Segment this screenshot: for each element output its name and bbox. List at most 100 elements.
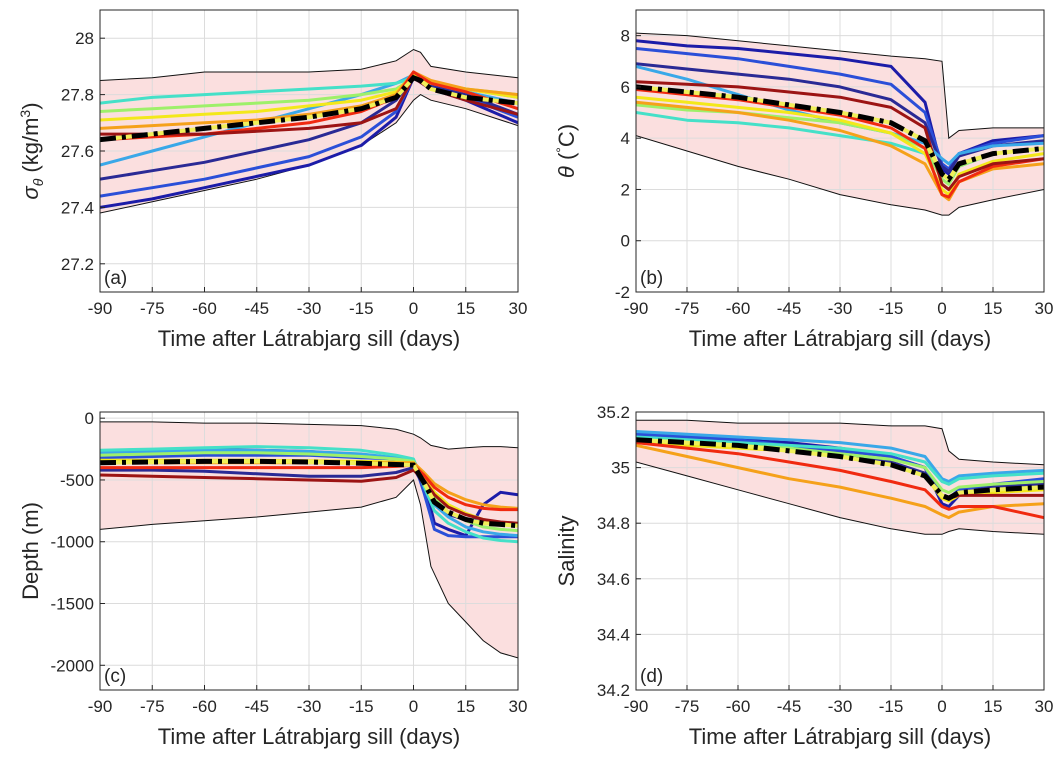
x-tick-label: -60 [192, 299, 217, 318]
x-tick-label: 30 [509, 299, 528, 318]
series-line-5 [100, 445, 518, 544]
y-axis-title-symbol: σ [18, 186, 43, 200]
envelope-lower-line [636, 135, 1044, 216]
chart-panel-b: -90 -75 -60 -45 -30 -15 0 15 30 -2 0 2 4 6 8 (b) Time af… [553, 9, 1053, 351]
plot-content [100, 10, 518, 292]
y-axis-title-superscript: ° [553, 147, 569, 153]
mean-line [636, 437, 1044, 501]
x-tick-label: -45 [244, 697, 269, 716]
series-line-4 [636, 430, 1044, 483]
series-line-9 [636, 88, 1044, 199]
series-line-8 [100, 70, 518, 130]
x-tick-label: -15 [349, 299, 374, 318]
y-tick-label: 27.2 [61, 255, 94, 274]
x-axis-title: Time after Látrabjarg sill (days) [158, 724, 460, 749]
envelope-upper-line [100, 48, 518, 81]
x-tick-label: -90 [88, 299, 113, 318]
envelope-lower-line [100, 479, 518, 659]
x-tick-label: -15 [349, 697, 374, 716]
envelope-lower-line [100, 94, 518, 214]
chart-panel-a: -90 -75 -60 -45 -30 -15 0 15 30 27.2 27.4 27.6 27.8 2… [17, 9, 528, 351]
y-tick-label: 27.4 [61, 198, 94, 217]
x-tick-label: -60 [726, 697, 751, 716]
plot-content [636, 412, 1044, 690]
panel-label: (d) [640, 666, 663, 687]
y-tick-label: 2 [621, 180, 630, 199]
y-axis-title-end: ) [18, 102, 43, 109]
y-tick-label: -1000 [51, 533, 94, 552]
y-tick-label: 34.2 [597, 681, 630, 700]
x-tick-label: 15 [456, 299, 475, 318]
y-tick-label: 34.6 [597, 570, 630, 589]
y-tick-label: 34.4 [597, 625, 630, 644]
x-tick-label: -75 [140, 299, 165, 318]
y-tick-label: 27.6 [61, 142, 94, 161]
y-axis-title-superscript: 3 [17, 110, 33, 118]
y-tick-label: -2 [615, 283, 630, 302]
series-line-8 [636, 443, 1044, 520]
mean-line [100, 458, 518, 529]
series-line-5 [636, 435, 1044, 486]
x-tick-label: -45 [777, 697, 802, 716]
x-tick-label: 0 [937, 299, 946, 318]
series-line-9 [636, 441, 1044, 520]
x-tick-label: 0 [409, 697, 418, 716]
y-axis-title-end: C) [554, 124, 579, 147]
y-axis-title-subscript: θ [30, 178, 46, 186]
x-tick-label: 0 [937, 697, 946, 716]
x-tick-label: -90 [624, 697, 649, 716]
x-tick-label: -30 [297, 697, 322, 716]
chart-panel-d: -90 -75 -60 -45 -30 -15 0 15 30 34.2 34.4 34.6 34.8 3… [554, 403, 1053, 749]
x-axis-title: Time after Látrabjarg sill (days) [689, 724, 991, 749]
x-tick-label: 0 [409, 299, 418, 318]
y-tick-label: 8 [621, 27, 630, 46]
y-axis-title-symbol: θ [554, 166, 579, 178]
y-tick-label: -2000 [51, 656, 94, 675]
plot-content [636, 10, 1044, 292]
panel-label: (a) [104, 268, 127, 289]
x-tick-label: -30 [297, 299, 322, 318]
x-axis-title: Time after Látrabjarg sill (days) [689, 326, 991, 351]
x-tick-label: 15 [984, 697, 1003, 716]
series-line-10 [100, 468, 518, 525]
x-tick-label: -30 [828, 299, 853, 318]
y-tick-label: 6 [621, 78, 630, 97]
y-tick-label: 34.8 [597, 514, 630, 533]
y-tick-label: 0 [621, 232, 630, 251]
y-axis-title: Salinity [554, 516, 579, 587]
envelope-upper-line [636, 32, 1044, 140]
envelope-upper-line [636, 419, 1044, 466]
y-axis-title-text: ( [554, 152, 579, 166]
x-tick-label: 15 [984, 299, 1003, 318]
mean-line [100, 74, 518, 143]
x-tick-label: -45 [244, 299, 269, 318]
x-tick-label: -75 [675, 697, 700, 716]
chart-panel-c: -90 -75 -60 -45 -30 -15 0 15 30 -2000 -1500 -1000 -5… [18, 409, 527, 749]
y-axis-title: σθ (kg/m3) [17, 102, 46, 199]
y-tick-label: 35.2 [597, 403, 630, 422]
y-tick-label: 0 [85, 409, 94, 428]
x-tick-label: 30 [509, 697, 528, 716]
x-tick-label: -30 [828, 697, 853, 716]
x-tick-label: -90 [624, 299, 649, 318]
x-axis-title: Time after Látrabjarg sill (days) [158, 326, 460, 351]
y-axis-title-text: (kg/m [18, 118, 43, 179]
plot-content [100, 412, 518, 690]
envelope-upper-line [100, 421, 518, 450]
x-tick-label: -60 [192, 697, 217, 716]
y-axis-title: Depth (m) [18, 502, 43, 600]
y-axis-title: θ (°C) [553, 124, 579, 178]
y-tick-label: 35 [611, 459, 630, 478]
x-tick-label: -60 [726, 299, 751, 318]
panel-label: (b) [640, 268, 663, 289]
x-tick-label: -45 [777, 299, 802, 318]
x-tick-label: -90 [88, 697, 113, 716]
y-tick-label: -1500 [51, 595, 94, 614]
x-tick-label: -15 [879, 697, 904, 716]
mean-line [636, 84, 1044, 183]
y-tick-label: 28 [75, 29, 94, 48]
y-tick-label: 4 [621, 129, 630, 148]
series-line-10 [636, 80, 1044, 191]
y-tick-label: -500 [60, 471, 94, 490]
